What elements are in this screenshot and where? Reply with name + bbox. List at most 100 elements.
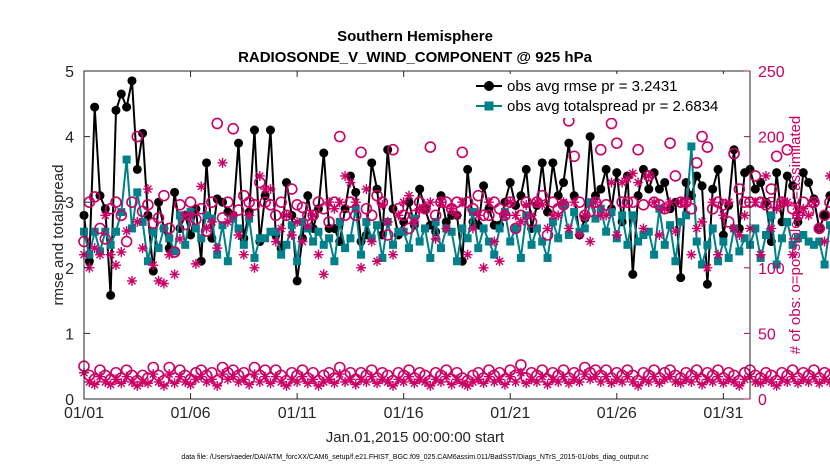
series-2-point-45 xyxy=(317,202,330,215)
series-0-point-54 xyxy=(367,158,377,168)
x-tick-label-3: 01/16 xyxy=(384,405,424,422)
series-1-point-82 xyxy=(516,253,525,262)
series-3-point-93 xyxy=(574,230,585,240)
series-3-point-84 xyxy=(526,210,537,221)
y-right-axis-label: # of obs: o=possible; ∗=assimilated xyxy=(787,116,804,355)
series-0-point-95 xyxy=(585,132,595,142)
series-0-point-132 xyxy=(782,171,792,181)
series-5-point-13 xyxy=(148,369,159,380)
series-1-point-26 xyxy=(218,221,227,230)
series-1-point-107 xyxy=(650,250,659,259)
series-2-point-39 xyxy=(285,183,298,195)
legend-label-spread: obs avg totalspread pr = 2.6834 xyxy=(507,98,718,115)
plot-area xyxy=(78,76,830,391)
series-5-point-115 xyxy=(691,371,702,382)
series-1-point-32 xyxy=(250,253,259,262)
series-3-point-2 xyxy=(89,243,100,254)
series-1-point-78 xyxy=(495,224,504,233)
series-1-point-117 xyxy=(703,240,712,249)
series-1-point-49 xyxy=(341,244,350,253)
series-5-point-30 xyxy=(238,374,249,385)
series-5-point-2 xyxy=(89,379,100,390)
series-3-point-94 xyxy=(579,210,590,221)
series-1-point-133 xyxy=(788,240,797,249)
series-1-point-109 xyxy=(660,240,669,249)
series-2-point-110 xyxy=(664,137,676,149)
series-0-point-38 xyxy=(281,178,291,188)
series-3-point-82 xyxy=(515,216,526,227)
series-5-point-9 xyxy=(126,376,137,387)
series-3-point-102 xyxy=(622,173,633,184)
series-2-point-48 xyxy=(333,130,346,143)
series-1-point-72 xyxy=(463,234,472,243)
series-2-point-27 xyxy=(222,196,234,208)
series-5-point-50 xyxy=(345,374,356,385)
x-tick-label-6: 01/31 xyxy=(703,405,743,422)
series-5-point-52 xyxy=(356,374,367,385)
series-2-point-132 xyxy=(781,143,794,156)
series-1-point-25 xyxy=(213,250,222,259)
series-0-point-6 xyxy=(111,105,121,115)
series-2-point-122 xyxy=(728,147,740,160)
series-5-point-40 xyxy=(292,376,303,387)
series-1-point-136 xyxy=(804,237,813,246)
series-0-point-81 xyxy=(511,200,521,210)
series-3-point-72 xyxy=(462,249,473,260)
series-3-point-89 xyxy=(553,210,564,221)
series-5-point-1 xyxy=(84,376,95,387)
series-5-point-18 xyxy=(174,371,185,382)
series-5-point-80 xyxy=(505,371,516,382)
series-1-point-7 xyxy=(117,208,126,217)
y-right-tick-label-3: 150 xyxy=(758,195,785,212)
series-5-point-54 xyxy=(366,371,377,382)
series-0-point-133 xyxy=(788,181,798,191)
series-5-point-62 xyxy=(409,378,420,389)
series-2-point-52 xyxy=(355,146,367,159)
series-3-point-96 xyxy=(590,197,601,208)
series-1-point-73 xyxy=(468,208,477,217)
series-2-point-24 xyxy=(206,196,218,208)
series-5-point-7 xyxy=(116,378,127,389)
series-2-point-81 xyxy=(509,222,522,235)
series-1-point-113 xyxy=(682,211,691,220)
series-2-point-6 xyxy=(110,196,122,208)
series-0-point-130 xyxy=(772,168,782,178)
series-5-point-65 xyxy=(425,380,436,391)
series-0-point-106 xyxy=(644,184,654,194)
series-2-point-74 xyxy=(472,189,485,202)
series-5-point-55 xyxy=(372,378,383,389)
series-2-point-111 xyxy=(669,170,682,182)
series-0-point-112 xyxy=(676,273,686,283)
series-5-point-117 xyxy=(702,374,713,385)
series-3-point-20 xyxy=(185,210,196,221)
series-3-point-92 xyxy=(569,197,580,208)
series-5-point-6 xyxy=(110,374,121,385)
y-right-tick-label-5: 250 xyxy=(758,64,785,81)
series-5-point-76 xyxy=(483,371,494,382)
series-5-point-74 xyxy=(473,374,484,385)
series-0-point-40 xyxy=(292,276,302,286)
series-5-point-3 xyxy=(94,371,105,382)
series-3-point-99 xyxy=(606,177,617,188)
series-5-point-67 xyxy=(435,376,446,387)
series-1-point-56 xyxy=(378,253,387,262)
series-0-point-45 xyxy=(319,148,329,158)
series-1-point-47 xyxy=(330,257,339,266)
series-3-point-74 xyxy=(473,210,484,221)
series-1-point-130 xyxy=(772,260,781,269)
series-1-point-34 xyxy=(261,234,270,243)
series-5-point-101 xyxy=(617,376,628,387)
legend-box xyxy=(473,74,745,118)
series-3-point-22 xyxy=(196,181,207,192)
series-1-point-21 xyxy=(191,224,200,233)
series-5-point-120 xyxy=(718,378,729,389)
series-5-point-5 xyxy=(105,379,116,390)
series-3-point-13 xyxy=(148,260,159,271)
series-2-point-57 xyxy=(381,229,394,241)
series-1-point-129 xyxy=(767,211,776,220)
series-2-point-54 xyxy=(365,209,378,222)
series-1-point-137 xyxy=(809,240,818,249)
series-5-point-72 xyxy=(462,380,473,391)
series-1-point-27 xyxy=(223,257,232,266)
